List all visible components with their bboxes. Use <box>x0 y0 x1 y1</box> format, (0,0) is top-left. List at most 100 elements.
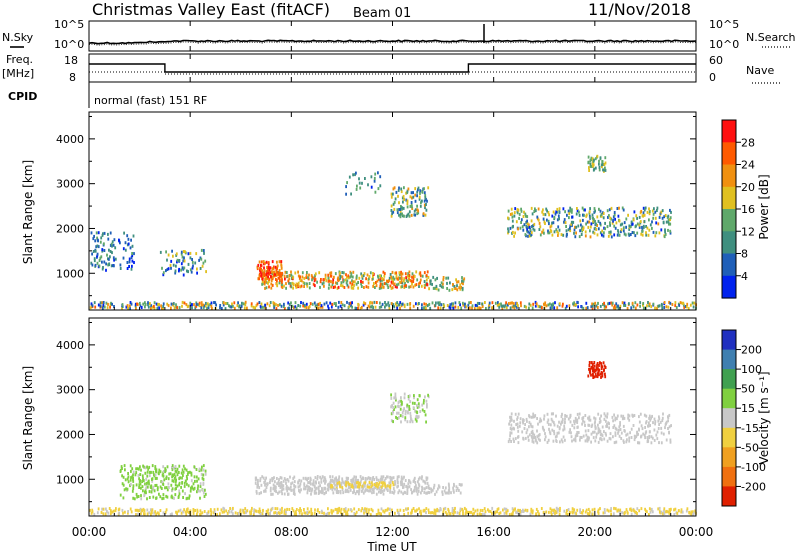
data-cell <box>406 487 409 491</box>
data-cell <box>673 508 675 512</box>
data-cell <box>413 396 415 400</box>
data-cell <box>222 303 225 307</box>
data-cell <box>332 509 335 513</box>
data-cell <box>145 486 147 490</box>
data-cell <box>195 468 198 471</box>
data-cell <box>534 300 537 304</box>
data-cell <box>642 432 645 436</box>
data-cell <box>305 282 308 286</box>
data-cell <box>503 507 506 511</box>
data-cell <box>110 301 112 305</box>
data-cell <box>426 405 428 409</box>
data-cell <box>612 218 615 222</box>
data-cell <box>660 302 663 306</box>
data-cell <box>595 228 598 231</box>
data-cell <box>384 483 386 487</box>
data-cell <box>563 218 566 222</box>
data-cell <box>103 249 106 252</box>
data-cell <box>406 491 409 495</box>
data-cell <box>182 267 185 271</box>
data-cell <box>649 418 652 422</box>
data-cell <box>549 423 552 427</box>
data-cell <box>378 490 380 494</box>
data-cell <box>525 305 528 309</box>
data-cell <box>587 423 590 427</box>
data-cell <box>566 213 568 217</box>
data-cell <box>665 420 668 424</box>
data-cell <box>450 302 453 306</box>
data-cell <box>278 269 281 272</box>
data-cell <box>581 225 584 229</box>
data-cell <box>274 480 276 484</box>
data-cell <box>491 511 493 515</box>
data-cell <box>267 261 270 265</box>
data-cell <box>143 465 146 469</box>
data-cell <box>138 477 140 481</box>
data-cell <box>128 257 131 261</box>
time-tick-label: 16:00 <box>476 525 511 539</box>
data-cell <box>180 268 182 272</box>
data-cell <box>566 509 568 512</box>
data-cell <box>648 416 650 420</box>
data-cell <box>205 270 207 274</box>
data-cell <box>551 214 554 218</box>
data-cell <box>347 285 350 289</box>
data-cell <box>101 233 104 237</box>
data-cell <box>132 496 135 500</box>
data-cell <box>589 225 592 229</box>
data-cell <box>105 301 108 305</box>
data-cell <box>153 306 156 310</box>
data-cell <box>307 276 309 280</box>
data-cell <box>549 306 552 310</box>
data-cell <box>550 512 553 516</box>
data-cell <box>261 475 264 479</box>
data-cell <box>592 163 595 167</box>
data-cell <box>660 510 663 514</box>
data-cell <box>654 216 657 220</box>
data-cell <box>268 272 271 276</box>
data-cell <box>377 483 380 487</box>
data-cell <box>418 285 420 288</box>
data-cell <box>454 287 457 290</box>
data-cell <box>638 415 640 419</box>
data-cell <box>537 434 540 438</box>
data-cell <box>627 232 630 236</box>
data-cell <box>590 512 593 516</box>
data-cell <box>505 507 508 511</box>
data-cell <box>131 244 134 248</box>
data-cell <box>236 304 239 308</box>
data-cell <box>257 510 260 513</box>
data-cell <box>535 512 538 516</box>
data-cell <box>581 511 584 515</box>
data-cell <box>662 412 664 416</box>
data-cell <box>456 284 458 288</box>
data-cell <box>219 306 221 309</box>
data-cell <box>439 306 442 310</box>
data-cell <box>308 510 311 514</box>
data-cell <box>118 507 121 511</box>
data-cell <box>202 249 205 252</box>
data-cell <box>130 510 133 514</box>
data-cell <box>294 305 297 309</box>
data-cell <box>285 481 287 485</box>
data-cell <box>390 214 393 218</box>
data-cell <box>597 227 600 231</box>
colorbar-tick-label: 200 <box>741 344 762 357</box>
data-cell <box>330 274 333 278</box>
data-cell <box>603 508 606 511</box>
data-cell <box>171 479 174 483</box>
data-cell <box>104 512 107 516</box>
data-cell <box>599 507 601 511</box>
data-cell <box>588 418 591 422</box>
data-cell <box>604 511 606 515</box>
data-cell <box>294 485 297 489</box>
data-cell <box>609 216 612 220</box>
data-cell <box>476 301 479 305</box>
data-cell <box>544 301 547 305</box>
data-cell <box>589 371 592 375</box>
data-cell <box>507 209 510 213</box>
data-cell <box>276 477 278 480</box>
data-cell <box>204 492 207 496</box>
data-cell <box>596 215 599 219</box>
data-cell <box>285 271 288 274</box>
